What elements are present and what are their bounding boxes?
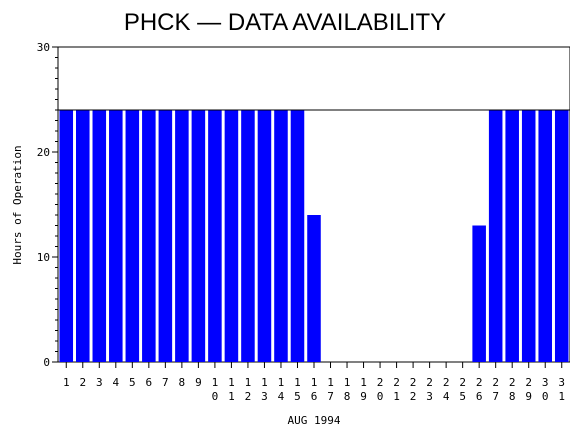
chart-title: PHCK — DATA AVAILABILITY [124,9,446,36]
x-axis-label: AUG 1994 [288,414,341,427]
bar-day-3 [92,110,107,362]
x-tick-label-8: 8 [179,376,186,389]
x-axis: 1 2 3 4 5 6 7 8 9 1 01 11 21 31 41 51 61 71 81 92 02 12 22 32 42… [63,362,565,403]
bar-day-9 [191,110,206,362]
bar-day-31 [554,110,569,362]
bar-day-2 [76,110,90,362]
x-tick-label-9: 9 [195,376,202,389]
bar-day-28 [505,110,519,362]
bar-day-8 [175,110,189,362]
x-tick-label-6: 6 [146,376,153,389]
bar-day-6 [142,110,156,362]
y-tick-label: 0 [43,356,50,369]
bar-day-16 [307,215,321,362]
x-tick-label-5: 5 [129,376,136,389]
y-axis-label: Hours of Operation [11,145,24,264]
x-tick-label-2: 2 [79,376,86,389]
bar-day-26 [472,225,486,362]
bar-day-1 [59,110,74,362]
bar-day-5 [125,110,140,362]
bar-day-12 [241,110,255,362]
bar-day-10 [208,110,222,362]
bar-day-29 [521,110,536,362]
bar-day-14 [274,110,288,362]
y-tick-label: 30 [37,41,50,54]
bar-day-15 [290,110,305,362]
x-tick-label-1: 1 [63,376,70,389]
y-axis: 0 10 20 30 [37,41,58,369]
bar-day-13 [257,110,272,362]
x-tick-label-7: 7 [162,376,169,389]
bar-day-4 [109,110,123,362]
bar-day-7 [158,110,173,362]
y-tick-label: 10 [37,251,50,264]
x-tick-label-4: 4 [112,376,119,389]
bar-day-27 [488,110,503,362]
y-tick-label: 20 [37,146,50,159]
x-tick-label-3: 3 [96,376,103,389]
bar-day-11 [224,110,239,362]
bar-day-30 [538,110,552,362]
bars-group [59,110,569,362]
